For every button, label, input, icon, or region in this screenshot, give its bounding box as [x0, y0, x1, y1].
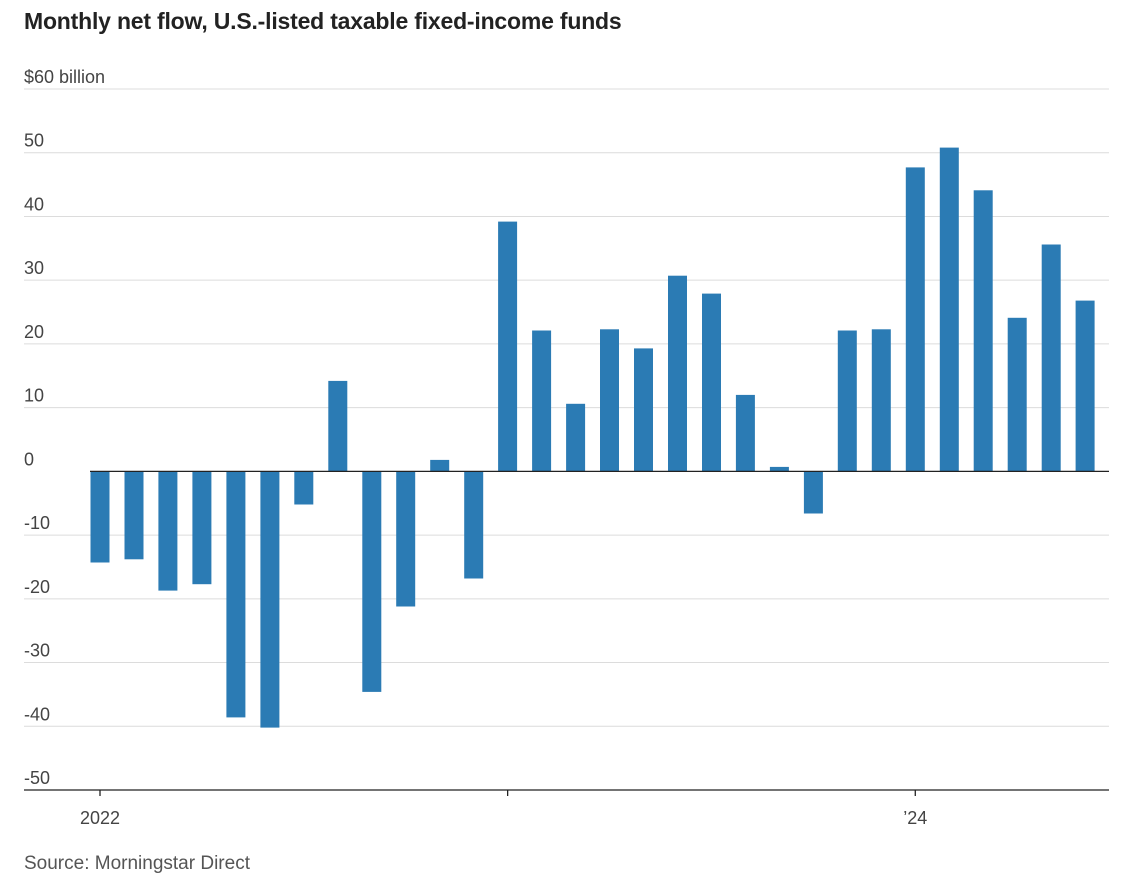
bar-2022-07 [294, 471, 314, 505]
source-note: Source: Morningstar Direct [24, 853, 250, 874]
bar-2024-05 [1041, 244, 1061, 472]
chart-title: Monthly net flow, U.S.-listed taxable fi… [24, 8, 622, 34]
bar-2024-02 [939, 147, 959, 472]
bar-2023-09 [769, 466, 789, 472]
y-tick-label: 0 [24, 449, 34, 469]
bar-2023-07 [702, 293, 721, 472]
y-tick-label: -30 [24, 641, 50, 661]
bar-2022-11 [430, 459, 450, 472]
bar-2023-10 [803, 471, 823, 514]
bar-2022-04 [192, 471, 212, 585]
y-tick-label: 30 [24, 258, 44, 278]
bar-2023-04 [600, 329, 619, 472]
bar-2024-01 [905, 167, 925, 472]
bar-2022-02 [124, 471, 144, 560]
bar-2022-08 [328, 380, 348, 472]
bar-2022-12 [464, 471, 484, 579]
x-tick-label: 2022 [80, 808, 120, 828]
bar-2024-03 [973, 190, 993, 472]
bar-2023-02 [532, 330, 552, 472]
bar-2023-01 [498, 221, 518, 472]
bar-2022-05 [226, 471, 246, 718]
y-tick-label: -50 [24, 768, 50, 788]
bar-2022-06 [260, 471, 280, 728]
y-tick-label: -40 [24, 704, 50, 724]
bar-2022-09 [362, 471, 382, 692]
y-tick-label: -10 [24, 513, 50, 533]
y-tick-label: 50 [24, 131, 44, 151]
bars [90, 147, 1095, 728]
bar-2022-03 [158, 471, 178, 591]
y-tick-label: 10 [24, 386, 44, 406]
bar-2022-10 [396, 471, 416, 607]
bar-2023-03 [566, 403, 586, 472]
bar-2023-12 [871, 329, 891, 472]
bar-2023-08 [735, 394, 755, 472]
bar-2023-05 [634, 348, 653, 472]
y-tick-label: 40 [24, 194, 44, 214]
bar-2024-04 [1007, 317, 1027, 472]
y-tick-label: -20 [24, 577, 50, 597]
x-tick-label: ’24 [903, 808, 927, 828]
bar-2024-06 [1075, 300, 1095, 472]
y-axis-ticks: $60 billion 50 40 30 20 10 0 -10 -20 -30 -40 -50 [24, 67, 105, 788]
bar-2023-11 [837, 330, 857, 472]
x-axis: 2022 ’24 [24, 470, 1109, 828]
bar-2022-01 [90, 471, 110, 563]
y-tick-label: $60 billion [24, 67, 105, 87]
bar-2023-06 [668, 275, 687, 472]
y-tick-label: 20 [24, 322, 44, 342]
